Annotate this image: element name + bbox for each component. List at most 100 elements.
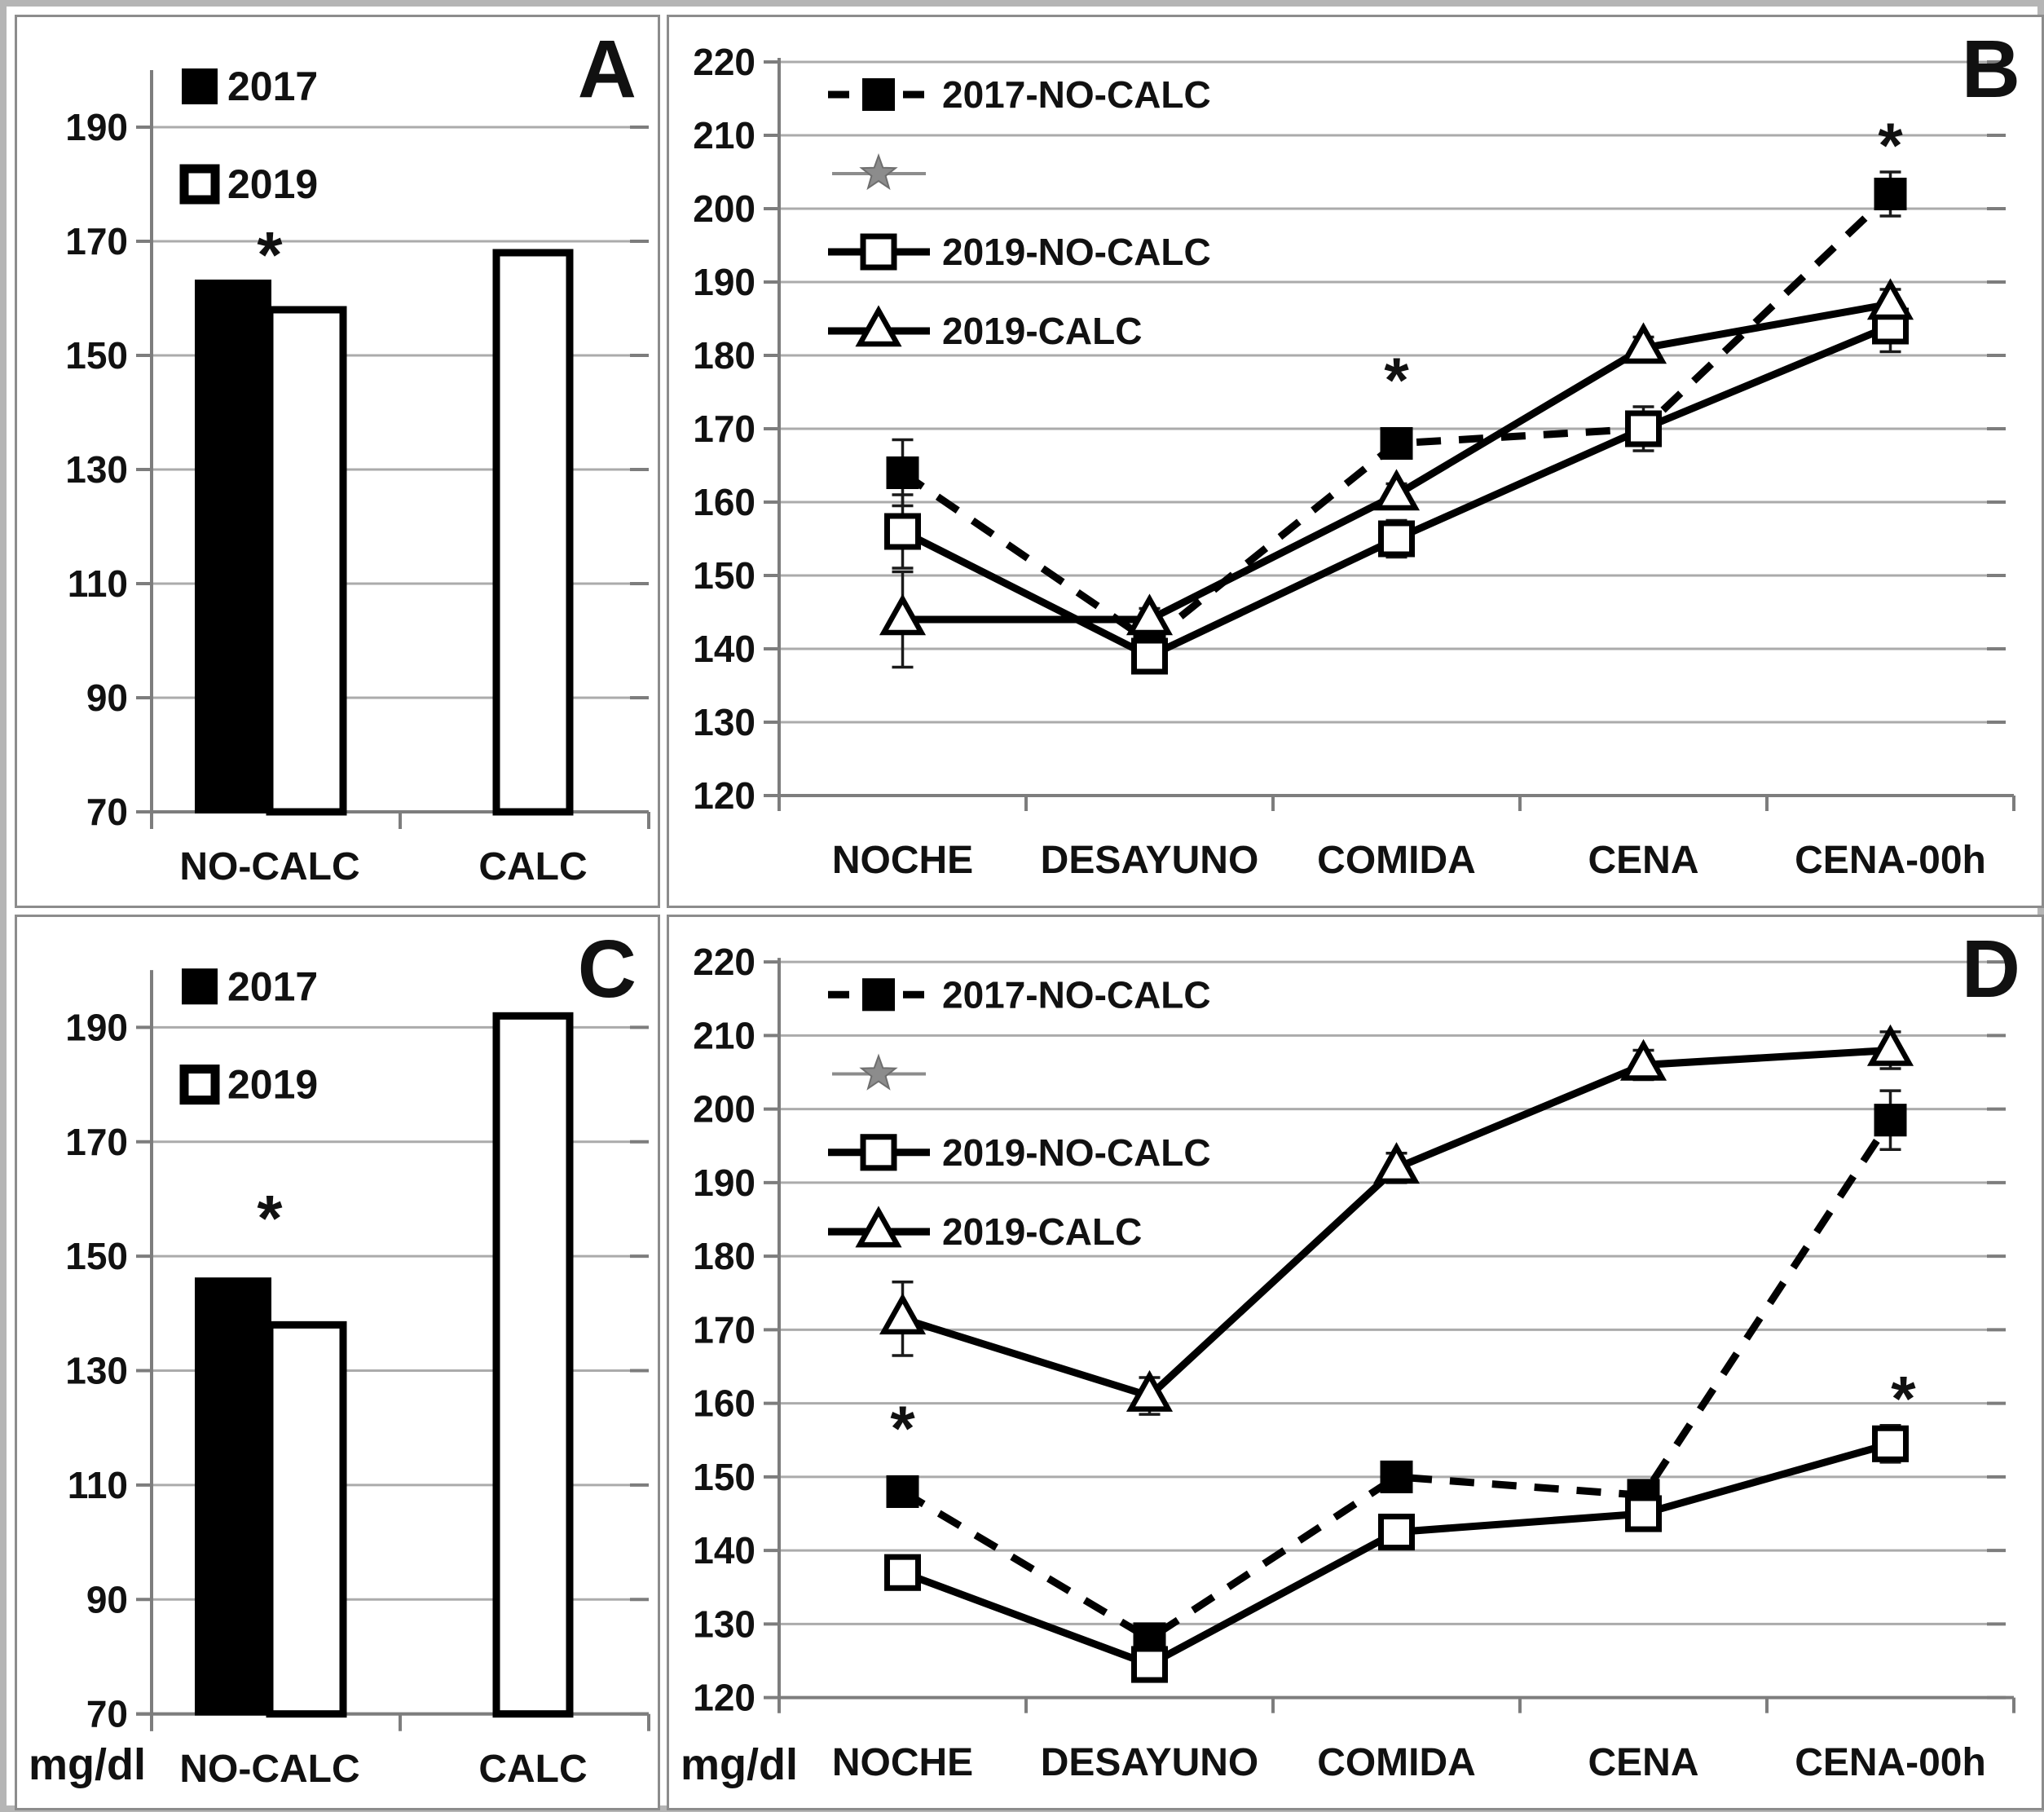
y-tick-label: 210 <box>693 114 755 157</box>
y-tick-label: 120 <box>693 1677 755 1719</box>
y-tick-label: 120 <box>693 774 755 817</box>
panel-a-letter: A <box>577 24 637 115</box>
series-line-2017-NO-CALC <box>901 1118 1894 1643</box>
y-tick-label: 200 <box>693 1088 755 1131</box>
y-tick-label: 130 <box>65 1350 128 1392</box>
panel-c-bar-chart: 70 90 110 130 150 170 190 2017 2019 * NO-CALC CALC <box>65 963 650 1791</box>
open-triangle-marker <box>855 305 902 347</box>
legend-label-2019: 2019 <box>227 161 318 207</box>
y-tick-label: 190 <box>65 106 128 148</box>
filled-square-marker <box>862 78 895 111</box>
y-tick-label: 110 <box>68 1464 128 1506</box>
bar-2019-NO-CALC <box>266 306 347 816</box>
y-tick-label: 130 <box>65 448 128 491</box>
significance-asterisk: * <box>257 1181 283 1254</box>
y-tick-label: 90 <box>86 1578 128 1620</box>
x-category-label: NOCHE <box>832 839 973 882</box>
y-tick-label: 180 <box>693 334 755 377</box>
y-tick-label: 180 <box>693 1235 755 1277</box>
legend-entry-2017-NO-CALC: 2017-NO-CALC <box>828 73 1211 116</box>
bar-2019-CALC <box>492 1012 574 1718</box>
x-category-label: DESAYUNO <box>1041 1740 1259 1784</box>
open-triangle-marker <box>1866 1024 1914 1066</box>
y-tick-label: 150 <box>65 1235 128 1277</box>
y-tick-label: 210 <box>693 1014 755 1056</box>
line-chart-root: 120 130 140 150 160 170 180 190 200 210 220 2017-NO… <box>693 41 2015 882</box>
x-category-label: COMIDA <box>1317 839 1476 882</box>
panel-d-letter: D <box>1961 924 2020 1015</box>
legend-label-2019-CALC: 2019-CALC <box>942 310 1142 352</box>
panel-c: 70 90 110 130 150 170 190 2017 2019 * NO-CALC CALC … <box>15 915 660 1810</box>
filled-square-marker <box>886 456 919 489</box>
open-square-marker <box>1378 1514 1415 1551</box>
series-markers-2019-NO-CALC <box>884 1425 1909 1683</box>
filled-square-marker <box>1874 1104 1907 1137</box>
legend-label-2017-NO-CALC: 2017-NO-CALC <box>942 73 1211 116</box>
bar-2019-CALC <box>492 249 574 816</box>
panel-d: 120 130 140 150 160 170 180 190 200 210 220 2017-NO… <box>667 915 2044 1810</box>
open-square-marker <box>1378 520 1415 558</box>
y-tick-label: 150 <box>65 334 128 377</box>
legend-entry-2019-NO-CALC: 2019-NO-CALC <box>828 231 1211 273</box>
open-triangle-marker <box>879 593 927 636</box>
open-square-marker <box>1872 1425 1909 1462</box>
legend-entry-2019-CALC: 2019-CALC <box>828 305 1142 352</box>
open-triangle-marker <box>879 1293 927 1335</box>
filled-square-marker <box>862 978 895 1012</box>
panel-a: 70 90 110 130 150 170 190 2017 2019 * NO-CALC CALC … <box>15 15 660 908</box>
y-tick-label: 70 <box>86 791 128 833</box>
x-category-label: DESAYUNO <box>1041 839 1259 882</box>
legend-label-2017: 2017 <box>227 64 318 109</box>
panel-b-line-chart: 120 130 140 150 160 170 180 190 200 210 220 2017-NO… <box>693 41 2015 882</box>
x-category-label: CENA <box>1588 839 1698 882</box>
open-triangle-marker <box>1866 278 1914 320</box>
y-tick-label: 170 <box>65 220 128 262</box>
bar-chart-root: 70 90 110 130 150 170 190 2017 2019 * NO-CALC CALC <box>65 963 650 1791</box>
y-tick-label: 90 <box>86 677 128 719</box>
legend-label-2017-NO-CALC: 2017-NO-CALC <box>942 973 1211 1016</box>
panel-b-letter: B <box>1961 24 2020 115</box>
bar-chart-root: 70 90 110 130 150 170 190 2017 2019 * NO-CALC CALC <box>65 64 650 888</box>
open-square-marker <box>884 513 921 550</box>
y-tick-label: 150 <box>693 554 755 597</box>
filled-square-marker <box>1874 178 1907 210</box>
bar-2017-NO-CALC <box>195 280 271 813</box>
series-markers-2019-CALC <box>879 1024 1914 1412</box>
y-tick-label: 160 <box>693 1382 755 1425</box>
x-category-label: CALC <box>478 1747 587 1791</box>
legend-swatch-2017 <box>182 68 218 104</box>
legend-entry-2019-CALC: 2019-CALC <box>828 1206 1142 1253</box>
legend-label-2019-CALC: 2019-CALC <box>942 1210 1142 1253</box>
open-square-marker <box>860 1134 897 1171</box>
x-category-label: COMIDA <box>1317 1740 1476 1784</box>
legend-swatch-2019 <box>179 1064 220 1105</box>
y-tick-label: 220 <box>693 941 755 983</box>
x-category-label: NO-CALC <box>179 1747 359 1791</box>
x-category-label: NO-CALC <box>179 845 359 888</box>
legend-label-2017: 2017 <box>227 963 318 1009</box>
legend-entry-unlabeled-gray <box>832 153 926 191</box>
y-tick-label: 170 <box>65 1121 128 1163</box>
legend-entry-2017-NO-CALC: 2017-NO-CALC <box>828 973 1211 1016</box>
x-category-label: NOCHE <box>832 1740 973 1784</box>
legend-label-2019-NO-CALC: 2019-NO-CALC <box>942 1131 1211 1174</box>
bar-2019-NO-CALC <box>266 1320 347 1718</box>
open-triangle-marker <box>1126 1369 1174 1412</box>
x-category-label: CENA-00h <box>1795 839 1986 882</box>
legend-label-2019-NO-CALC: 2019-NO-CALC <box>942 231 1211 273</box>
significance-asterisk: * <box>890 1392 915 1464</box>
y-tick-label: 130 <box>693 701 755 743</box>
y-tick-label: 170 <box>693 408 755 450</box>
y-tick-label: 220 <box>693 41 755 83</box>
y-tick-label: 190 <box>693 1162 755 1204</box>
panel-c-unit-label: mg/dl <box>29 1740 146 1789</box>
y-tick-label: 140 <box>693 628 755 670</box>
significance-asterisk: * <box>1878 109 1903 181</box>
open-square-marker <box>884 1554 921 1591</box>
legend-swatch-2017 <box>182 968 218 1005</box>
open-triangle-marker <box>855 1206 902 1248</box>
open-square-marker <box>1131 637 1168 675</box>
panel-c-letter: C <box>577 924 637 1015</box>
open-triangle-marker <box>1372 1142 1421 1184</box>
